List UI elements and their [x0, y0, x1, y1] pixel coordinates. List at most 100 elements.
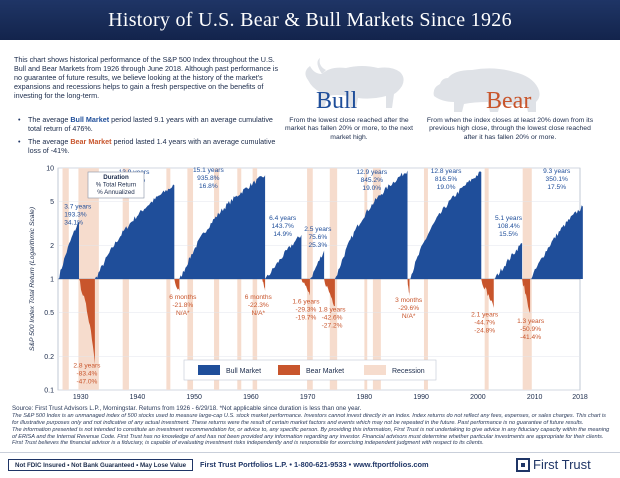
bull-market-area — [309, 250, 325, 279]
bear-total-return-label: -50.9% — [520, 326, 541, 333]
bear-icon — [433, 68, 540, 112]
bull-market-area — [58, 221, 79, 279]
logo-text: First Trust — [533, 457, 591, 472]
bear-total-return-label: -29.6% — [398, 305, 419, 312]
bull-total-return-label: 935.8% — [197, 175, 220, 182]
y-tick-label: 0.5 — [44, 310, 54, 317]
bear-annualized-label: -24.8% — [474, 327, 495, 334]
x-tick-label: 2010 — [527, 394, 543, 401]
contact-line: First Trust Portfolios L.P. • 1-800-621-… — [200, 460, 429, 469]
duration-key-line: % Total Return — [96, 182, 137, 189]
bull-market-area — [334, 170, 408, 279]
bear-total-return-label: -42.6% — [322, 314, 343, 321]
y-tick-label: 2 — [50, 243, 54, 250]
x-tick-label: 1960 — [243, 394, 259, 401]
bull-annualized-label: 19.0% — [437, 184, 456, 191]
intro-paragraph: This chart shows historical performance … — [14, 55, 279, 101]
y-tick-label: 0.2 — [44, 354, 54, 361]
summary-bullets: The average Bull Market period lasted 9.… — [18, 115, 278, 159]
duration-key-line: % Annualized — [97, 189, 135, 196]
x-tick-label: 1990 — [413, 394, 429, 401]
legend-label-bear: Bear Market — [306, 368, 344, 375]
x-tick-label: 1930 — [73, 394, 89, 401]
bear-market-area — [262, 279, 266, 291]
legend-label-bull: Bull Market — [226, 368, 261, 375]
bear-annualized-label: -19.7% — [295, 315, 316, 322]
bull-duration-label: 9.3 years — [543, 168, 571, 175]
bull-market-keyword: Bull Market — [70, 115, 110, 124]
y-axis-label: S&P 500 Index Total Return (Logarithmic … — [29, 207, 36, 351]
bear-market-area — [481, 279, 494, 308]
bull-total-return-label: 816.5% — [435, 176, 458, 183]
bull-total-return-label: 193.3% — [64, 212, 87, 219]
bull-market-area — [409, 171, 482, 279]
bear-market-area — [174, 279, 180, 291]
bear-average-bullet: The average Bear Market period lasted 1.… — [18, 137, 278, 155]
bear-duration-label: 1.3 years — [517, 318, 545, 325]
bull-definition: From the lowest close reached after the … — [284, 117, 414, 141]
bullet-text: The average — [28, 137, 71, 147]
bear-duration-label: 1.6 years — [292, 299, 320, 306]
legend-label-recession: Recession — [392, 368, 425, 375]
bear-market-area — [324, 279, 335, 307]
bear-total-return-label: -22.3% — [248, 302, 269, 309]
bull-duration-label: 15.1 years — [193, 167, 224, 174]
bull-duration-label: 5.1 years — [495, 215, 523, 222]
bear-total-return-label: -83.4% — [76, 370, 97, 377]
bull-duration-label: 6.4 years — [269, 215, 297, 222]
bull-annualized-label: 15.5% — [499, 231, 518, 238]
bear-annualized-label: -41.4% — [520, 334, 541, 341]
bull-icon — [305, 58, 404, 108]
title-bar: History of U.S. Bear & Bull Markets Sinc… — [0, 0, 620, 40]
bear-duration-label: 3 months — [395, 297, 423, 304]
footer: Not FDIC Insured • Not Bank Guaranteed •… — [0, 452, 620, 478]
bear-total-return-label: -44.7% — [474, 319, 495, 326]
bull-duration-label: 12.8 years — [431, 168, 462, 175]
bull-total-return-label: 108.4% — [497, 223, 520, 230]
bull-bear-chart: 10 5 2 1 0.5 0.2 0.1 1930 1940 1950 1960 1970 1980 19… — [29, 166, 588, 402]
x-tick-label: 1970 — [300, 394, 316, 401]
bullet-text: The average — [28, 115, 71, 124]
y-tick-label: 5 — [50, 199, 54, 206]
bull-annualized-label: 17.5% — [547, 184, 566, 191]
logo-mark-icon — [516, 457, 530, 472]
y-tick-label: 1 — [50, 277, 54, 284]
bear-market-area — [407, 279, 410, 297]
bull-market-area — [179, 175, 266, 279]
bear-total-return-label: -21.8% — [172, 302, 193, 309]
bull-total-return-label: 845.2% — [361, 177, 384, 184]
bear-annualized-label: N/A* — [402, 313, 416, 320]
bull-duration-label: 12.9 years — [356, 169, 387, 176]
legend-swatch-recession — [364, 365, 386, 375]
bullet-text: period lasted 9.1 years with an average … — [28, 115, 273, 134]
x-tick-label: 1980 — [357, 394, 373, 401]
bear-market-area — [78, 279, 95, 365]
bull-heading: Bull — [316, 88, 358, 114]
bull-total-return-label: 350.1% — [546, 176, 569, 183]
bull-average-bullet: The average Bull Market period lasted 9.… — [18, 115, 278, 133]
x-tick-label: 2018 — [572, 394, 588, 401]
bull-annualized-label: 14.9% — [273, 231, 292, 238]
bull-market-area — [94, 184, 175, 279]
bull-annualized-label: 34.1% — [64, 220, 83, 227]
bear-duration-label: 2.1 years — [471, 311, 499, 318]
duration-key-line: Duration — [103, 174, 129, 181]
bear-duration-label: 6 months — [245, 294, 273, 301]
bear-annualized-label: -27.2% — [322, 322, 343, 329]
bear-total-return-label: -29.3% — [295, 307, 316, 314]
disclosure-text: The information presented is not intende… — [12, 426, 610, 447]
x-tick-label: 1950 — [186, 394, 202, 401]
y-tick-label: 0.1 — [44, 388, 54, 395]
bear-market-area — [522, 279, 531, 314]
source-note: Source: First Trust Advisors L.P., Morni… — [12, 405, 362, 412]
x-tick-label: 2000 — [470, 394, 486, 401]
bull-annualized-label: 19.0% — [362, 185, 381, 192]
bull-annualized-label: 16.8% — [199, 183, 218, 190]
bull-annualized-label: 25.3% — [309, 242, 328, 249]
bear-heading: Bear — [486, 88, 532, 114]
bull-market-area — [530, 205, 583, 279]
bull-duration-label: 2.5 years — [304, 226, 332, 233]
bear-duration-label: 1.8 years — [318, 306, 346, 313]
bull-total-return-label: 75.6% — [309, 234, 328, 241]
page-title: History of U.S. Bear & Bull Markets Sinc… — [108, 8, 512, 31]
